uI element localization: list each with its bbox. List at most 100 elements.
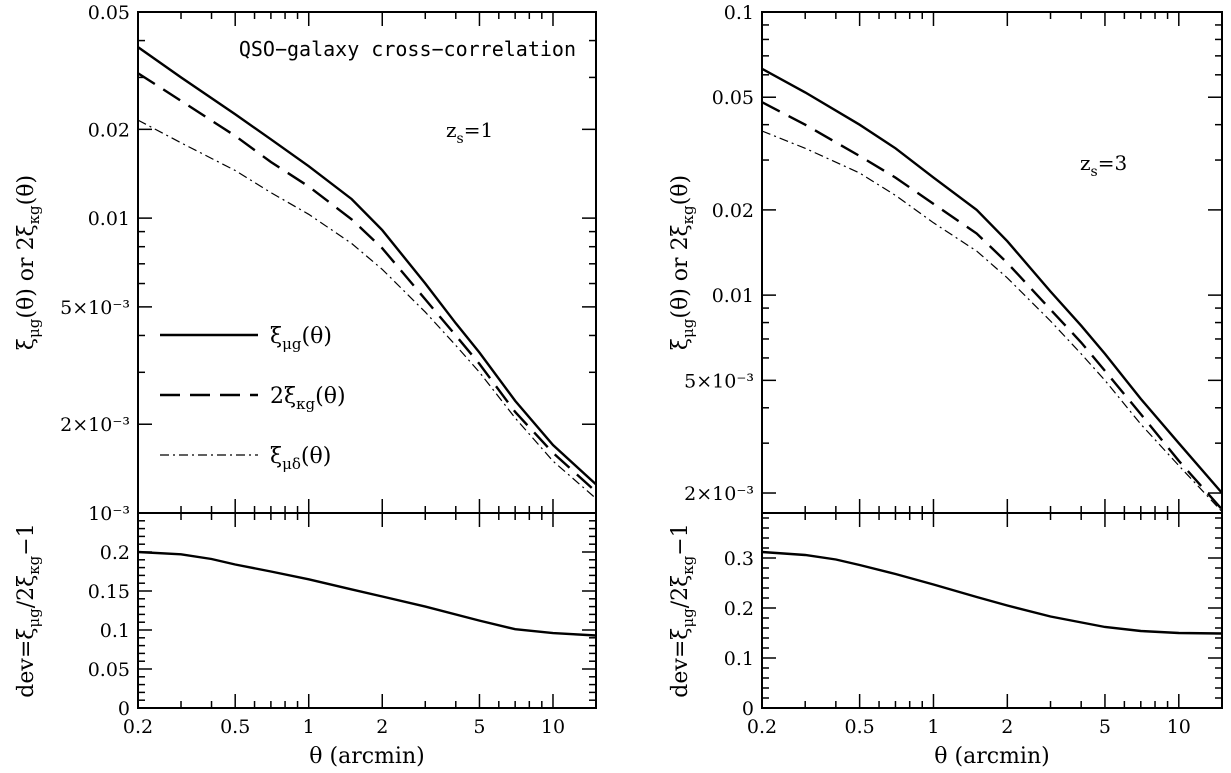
y-label-part: dev=	[14, 640, 39, 698]
y-tick-label: 2×10⁻³	[684, 483, 754, 505]
y-tick-label: 2×10⁻³	[60, 414, 130, 436]
legend-label: 2ξκg(θ)	[270, 384, 346, 413]
annotation-part: z	[446, 118, 457, 142]
y-label-part: ξ	[14, 224, 39, 236]
legend-part: (θ)	[315, 384, 345, 409]
y-label-part: ξ	[668, 224, 693, 236]
y-label-sub: μg	[25, 608, 43, 628]
y-label-part: ξ	[14, 338, 39, 350]
legend-part: (θ)	[301, 324, 331, 349]
x-tick-label: 0.2	[747, 716, 777, 738]
series-line-dashdot	[137, 119, 597, 499]
y-label-sub: μg	[25, 318, 43, 338]
y-tick-label: 0.02	[88, 119, 130, 141]
y-tick-label: 0.3	[724, 548, 754, 570]
y-tick-label: 0.02	[712, 200, 754, 222]
x-tick-label: 10	[1167, 716, 1191, 738]
y-label-part: (θ)	[14, 175, 39, 205]
x-axis-label: θ (arcmin)	[309, 744, 424, 769]
y-tick-label: 0	[118, 698, 130, 720]
y-tick-label: 5×10⁻³	[684, 370, 754, 392]
chart-title: QSO−galaxy cross−correlation	[239, 37, 576, 61]
y-label-sub: μg	[679, 318, 697, 338]
legend-part: ξ	[270, 444, 282, 469]
annotation-sub: s	[1091, 164, 1098, 180]
x-axis-label: θ (arcmin)	[934, 744, 1049, 769]
legend-sub: κg	[296, 395, 315, 413]
y-label-sub: κg	[25, 205, 43, 224]
x-tick-label: 2	[376, 716, 388, 738]
legend-part: (θ)	[301, 444, 331, 469]
left-bottom-panel: 0 0.05 0.1 0.15 0.2 0.2 0.5 1 2 5 10 θ (arcmin) dev=…	[14, 512, 597, 769]
y-label-part: ξ	[668, 628, 693, 640]
x-tick-label: 0.5	[220, 716, 250, 738]
y-axis-label: dev=ξμg/2ξκg−1	[14, 523, 43, 697]
y-label-sub: κg	[679, 555, 697, 574]
y-label-part: −1	[668, 523, 693, 555]
x-tick-label: 0.2	[123, 716, 153, 738]
series-line-dashdot	[761, 130, 1223, 513]
legend-label: ξμg(θ)	[270, 324, 332, 353]
y-label-part: (θ)	[668, 175, 693, 205]
y-tick-label: 0.1	[724, 648, 754, 670]
y-label-sub: κg	[25, 555, 43, 574]
y-label-sub: κg	[679, 205, 697, 224]
x-tick-label: 10	[541, 716, 565, 738]
plot-frame	[137, 512, 597, 709]
y-label-part: ξ	[14, 628, 39, 640]
y-label-part: dev=	[668, 640, 693, 698]
legend-part: ξ	[270, 324, 282, 349]
y-tick-label: 0.2	[724, 598, 754, 620]
legend-sub: μg	[282, 335, 302, 353]
y-tick-label: 0.05	[88, 659, 130, 681]
series-line-solid	[761, 550, 1223, 635]
legend-sub: μδ	[282, 455, 301, 473]
series-line-solid	[137, 46, 597, 486]
y-tick-label: 0.01	[712, 285, 754, 307]
plot-frame	[137, 11, 597, 514]
y-label-part: (θ) or 2	[668, 236, 693, 318]
series-line-dashed	[761, 101, 1223, 511]
legend-part: 2ξ	[270, 384, 296, 409]
redshift-annotation: zs=3	[1080, 151, 1127, 180]
y-tick-label: 0.2	[100, 542, 130, 564]
y-tick-label: 0.1	[724, 2, 754, 24]
plot-frame	[761, 512, 1223, 709]
x-tick-label: 2	[1001, 716, 1013, 738]
y-tick-label: 5×10⁻³	[60, 297, 130, 319]
y-axis-label: dev=ξμg/2ξκg−1	[668, 523, 697, 697]
y-axis-label: ξμg(θ) or 2ξκg(θ)	[668, 175, 697, 350]
legend-label: ξμδ(θ)	[270, 444, 331, 473]
right-bottom-panel: 0 0.1 0.2 0.3 0.2 0.5 1 2 5 10 θ (arcmin) dev=ξμg/2…	[668, 512, 1223, 769]
y-tick-label: 0.15	[88, 581, 130, 603]
y-tick-label: 0.05	[712, 87, 754, 109]
redshift-annotation: zs=1	[446, 118, 493, 147]
x-tick-label: 1	[927, 716, 939, 738]
y-label-part: ξ	[668, 575, 693, 587]
y-tick-label: 0.05	[88, 2, 130, 24]
y-tick-label: 0	[742, 698, 754, 720]
y-tick-label: 10⁻³	[88, 503, 130, 525]
series-line-solid	[761, 67, 1223, 494]
y-tick-label: 0.01	[88, 208, 130, 230]
x-tick-label: 5	[473, 716, 485, 738]
x-tick-label: 5	[1099, 716, 1111, 738]
y-label-part: −1	[14, 523, 39, 555]
y-label-part: /2	[668, 587, 693, 608]
y-label-part: ξ	[14, 575, 39, 587]
annotation-part: =1	[464, 118, 493, 142]
plot-frame	[761, 11, 1223, 514]
annotation-part: z	[1080, 151, 1091, 175]
x-tick-label: 1	[303, 716, 315, 738]
series-line-solid	[137, 550, 597, 637]
annotation-part: =3	[1098, 151, 1127, 175]
y-label-part: ξ	[668, 338, 693, 350]
y-label-part: /2	[14, 587, 39, 608]
series-line-dashed	[137, 72, 597, 493]
y-axis-label: ξμg(θ) or 2ξκg(θ)	[14, 175, 43, 350]
annotation-sub: s	[457, 131, 464, 147]
x-tick-label: 0.5	[845, 716, 875, 738]
